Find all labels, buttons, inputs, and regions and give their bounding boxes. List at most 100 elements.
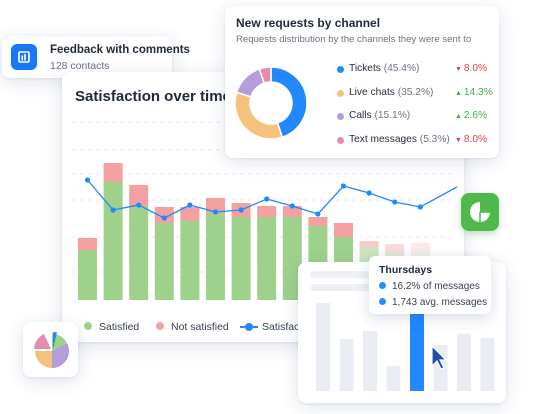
tooltip-dot	[379, 298, 386, 305]
pie-chart-button[interactable]	[461, 193, 499, 231]
channel-card: New requests by channel Requests distrib…	[225, 6, 499, 158]
weekday-bar[interactable]	[316, 303, 330, 391]
channel-name: Text messages	[349, 133, 417, 145]
channel-delta: 2.6%	[463, 110, 488, 121]
satisfaction-point[interactable]	[187, 202, 193, 208]
satisfaction-point[interactable]	[110, 207, 116, 213]
channel-color-dot	[337, 136, 344, 144]
channel-label: Text messages (5.3%)	[349, 134, 450, 145]
not-satisfied-bar[interactable]	[308, 217, 328, 226]
channel-label: Live chats (35.2%)	[349, 87, 433, 98]
channel-row[interactable]: Calls (15.1%) ▲ 2.6%	[337, 110, 492, 124]
feedback-title: Feedback with comments	[50, 44, 190, 56]
channel-title: New requests by channel	[236, 16, 381, 30]
channel-delta: 8.0%	[463, 133, 488, 145]
satisfaction-point[interactable]	[366, 190, 372, 196]
not-satisfied-bar[interactable]	[359, 241, 379, 248]
channel-percent: (5.3%)	[419, 133, 450, 145]
legend-label: Not satisfied	[171, 321, 229, 333]
legend-swatch	[84, 322, 92, 330]
satisfaction-point[interactable]	[264, 196, 270, 202]
satisfied-bar[interactable]	[257, 217, 277, 300]
tooltip-row-avg: 1,743 avg. messages	[379, 297, 487, 308]
not-satisfied-bar[interactable]	[180, 207, 200, 221]
legend-not-satisfied[interactable]: Not satisfied	[156, 321, 229, 333]
satisfaction-point[interactable]	[340, 183, 347, 189]
satisfaction-point[interactable]	[84, 177, 91, 183]
channel-name: Calls	[349, 110, 372, 121]
not-satisfied-bar[interactable]	[410, 243, 430, 253]
channel-donut-chart	[234, 66, 308, 140]
tooltip-dot	[379, 282, 386, 289]
satisfied-bar[interactable]	[154, 223, 174, 300]
mouse-cursor-icon	[431, 344, 448, 370]
satisfaction-point[interactable]	[136, 202, 142, 208]
pie-chart-icon	[34, 332, 69, 368]
donut-slice[interactable]	[258, 66, 272, 85]
weekday-bar[interactable]	[363, 331, 377, 391]
satisfied-bar[interactable]	[282, 217, 302, 300]
channel-percent: (45.4%)	[383, 63, 420, 74]
not-satisfied-bar[interactable]	[78, 238, 97, 250]
weekday-bar[interactable]	[457, 334, 471, 391]
channel-name: Live chats	[349, 86, 395, 98]
satisfaction-point[interactable]	[417, 204, 423, 210]
satisfied-bar[interactable]	[180, 221, 200, 300]
donut-slice[interactable]	[234, 91, 284, 140]
tooltip-value: 1,743	[392, 297, 418, 308]
not-satisfied-bar[interactable]	[206, 198, 225, 213]
weekday-bar-chart	[310, 271, 495, 391]
tooltip-text: of messages	[423, 281, 480, 292]
small-pie-card[interactable]	[23, 322, 78, 377]
satisfied-bar[interactable]	[129, 206, 149, 300]
satisfied-bar[interactable]	[78, 250, 97, 300]
legend-swatch	[156, 322, 164, 330]
satisfaction-point[interactable]	[161, 215, 167, 221]
satisfaction-point[interactable]	[392, 199, 398, 205]
channel-color-dot	[337, 89, 344, 97]
channel-row[interactable]: Tickets (45.4%) ▼ 8.0%	[337, 63, 492, 77]
arrow-up-icon: ▲	[455, 113, 464, 120]
satisfaction-point[interactable]	[315, 211, 321, 217]
satisfied-bar[interactable]	[231, 217, 251, 300]
satisfied-bar[interactable]	[103, 182, 123, 300]
satisfied-bar[interactable]	[206, 213, 225, 300]
chart-tooltip: Thursdays 16.2% of messages 1,743 avg. m…	[369, 256, 491, 314]
donut-slice[interactable]	[270, 66, 308, 139]
pie-chart-icon	[470, 201, 491, 223]
not-satisfied-bar[interactable]	[334, 223, 353, 237]
legend-line-marker	[240, 323, 258, 331]
bar-chart-icon	[11, 44, 37, 70]
weekday-bar[interactable]	[480, 338, 495, 391]
trend-down: ▼ 8.0%	[455, 134, 487, 145]
feedback-card[interactable]: Feedback with comments 128 contacts	[2, 36, 190, 78]
weekday-bar[interactable]	[339, 339, 354, 391]
not-satisfied-bar[interactable]	[103, 163, 123, 182]
not-satisfied-bar[interactable]	[257, 206, 277, 217]
legend-satisfied[interactable]: Satisfied	[84, 321, 139, 333]
not-satisfied-bar[interactable]	[385, 244, 405, 253]
highlighted-bar[interactable]	[410, 313, 424, 391]
tooltip-text: avg. messages	[419, 297, 488, 308]
channel-color-dot	[337, 66, 344, 73]
satisfaction-point[interactable]	[289, 203, 295, 209]
tooltip-title: Thursdays	[379, 264, 433, 276]
satisfaction-point[interactable]	[212, 209, 219, 215]
arrow-down-icon: ▼	[455, 136, 464, 144]
channel-percent: (15.1%)	[374, 110, 411, 121]
channel-row[interactable]: Text messages (5.3%) ▼ 8.0%	[337, 134, 492, 148]
satisfaction-point[interactable]	[238, 207, 244, 213]
trend-up: ▲ 2.6%	[455, 110, 487, 121]
channel-label: Tickets (45.4%)	[349, 63, 419, 74]
not-satisfied-bar[interactable]	[154, 207, 174, 223]
channel-row[interactable]: Live chats (35.2%) ▲ 14.3%	[337, 86, 493, 101]
channel-label: Calls (15.1%)	[349, 110, 410, 121]
channel-percent: (35.2%)	[397, 86, 434, 98]
weekday-bar[interactable]	[386, 366, 401, 391]
arrow-down-icon: ▼	[455, 66, 464, 73]
not-satisfied-bar[interactable]	[129, 185, 149, 206]
channel-delta: 14.3%	[463, 86, 493, 98]
not-satisfied-bar[interactable]	[282, 206, 302, 217]
tooltip-row-share: 16.2% of messages	[379, 281, 480, 292]
channel-color-dot	[337, 113, 344, 120]
